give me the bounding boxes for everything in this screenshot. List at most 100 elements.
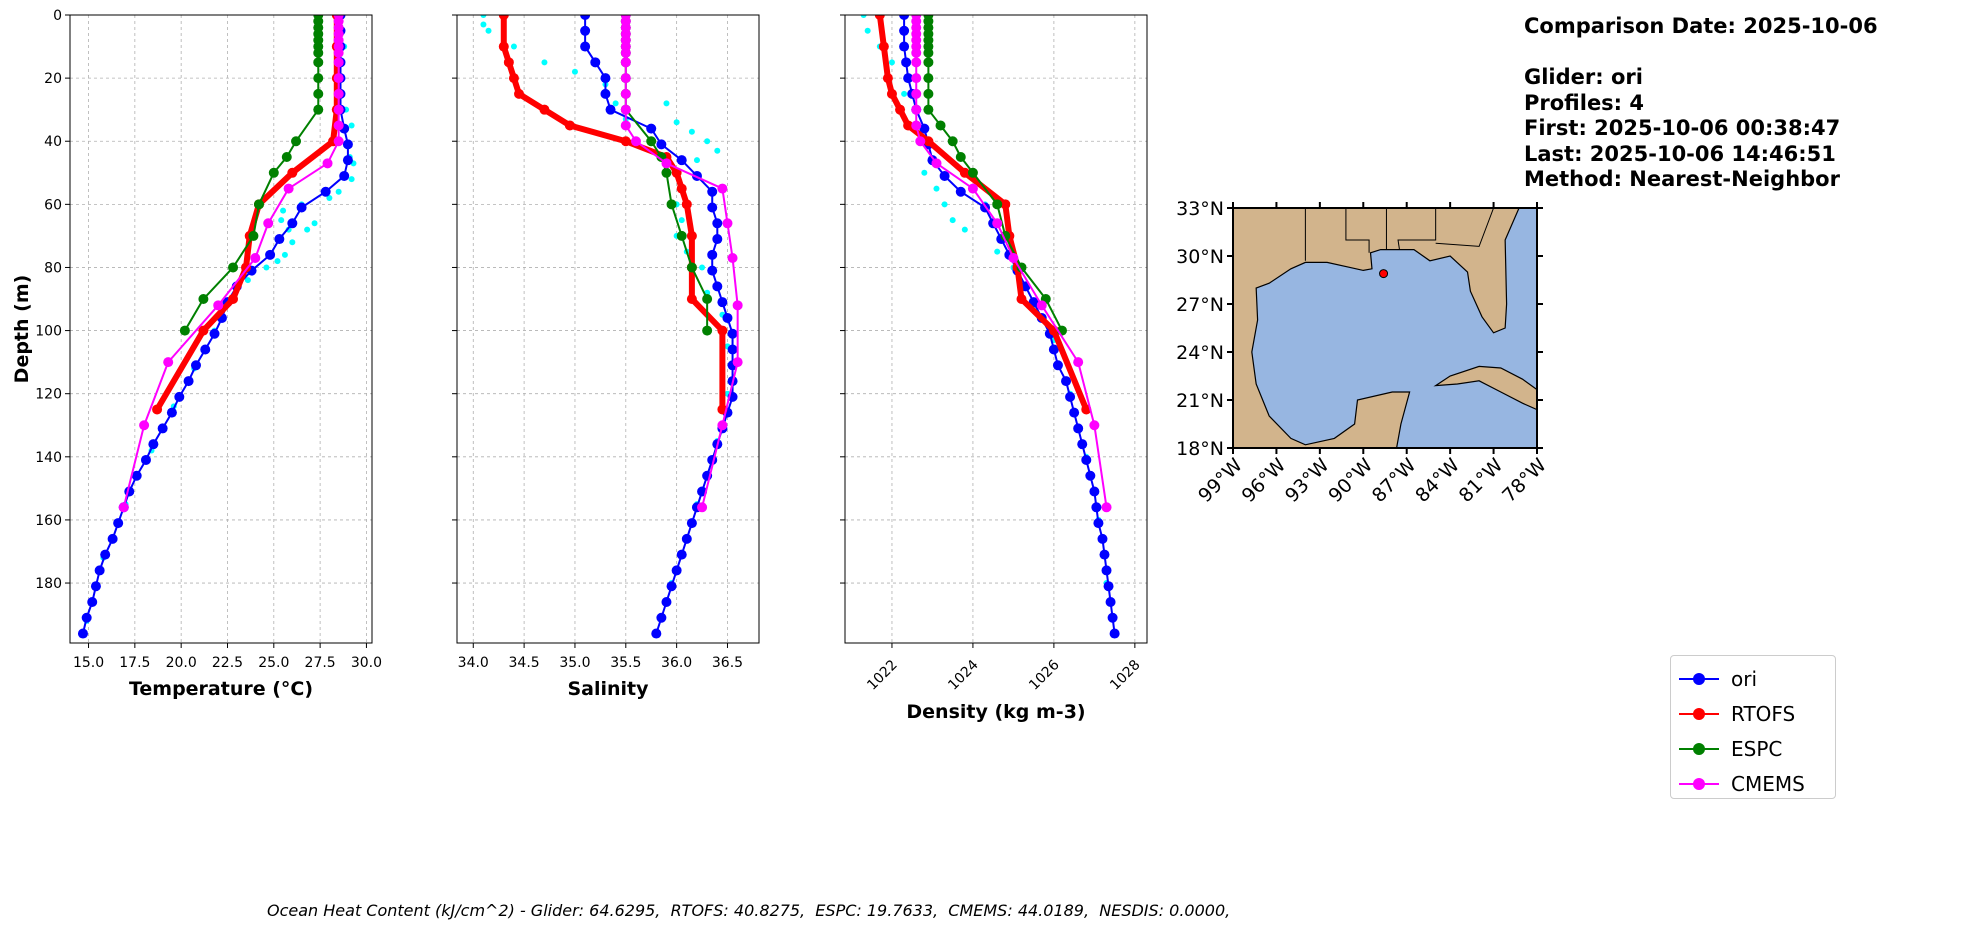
data-point-cmems bbox=[620, 88, 631, 99]
glider-raw-point bbox=[860, 15, 867, 18]
data-point-ori bbox=[899, 25, 910, 36]
glider-raw-point bbox=[949, 217, 956, 224]
data-point-cmems bbox=[118, 502, 129, 513]
data-point-ori bbox=[1073, 423, 1084, 434]
x-axis-label: Density (kg m-3) bbox=[906, 701, 1085, 723]
data-point-ori bbox=[1105, 596, 1116, 607]
glider-raw-point bbox=[280, 207, 287, 214]
data-point-ori bbox=[81, 612, 92, 623]
data-point-cmems bbox=[911, 73, 922, 84]
data-point-ori bbox=[320, 186, 331, 197]
data-point-ori bbox=[1052, 360, 1063, 371]
legend-item-rtofs: RTOFS bbox=[1679, 697, 1835, 730]
data-point-ori bbox=[651, 628, 662, 639]
info-panel: Comparison Date: 2025-10-06 Glider: ori … bbox=[1524, 14, 1878, 193]
data-point-cmems bbox=[283, 183, 294, 194]
data-point-ori bbox=[296, 202, 307, 213]
data-point-ori bbox=[707, 186, 718, 197]
map-lat-label: 18°N bbox=[1176, 438, 1224, 460]
data-point-ori bbox=[656, 139, 667, 150]
data-point-cmems bbox=[333, 104, 344, 115]
data-point-ori bbox=[148, 439, 159, 450]
glider-raw-point bbox=[348, 122, 355, 129]
data-point-rtofs bbox=[198, 325, 209, 336]
data-point-cmems bbox=[333, 73, 344, 84]
map-lon-label: 93°W bbox=[1281, 454, 1334, 507]
data-point-rtofs bbox=[886, 88, 897, 99]
data-point-ori bbox=[342, 155, 353, 166]
data-point-espc bbox=[923, 73, 934, 84]
x-tick-label: 36.0 bbox=[661, 655, 692, 671]
profile-count: Profiles: 4 bbox=[1524, 90, 1645, 115]
data-point-cmems bbox=[931, 158, 942, 169]
x-tick-label: 35.0 bbox=[559, 655, 590, 671]
data-point-espc bbox=[313, 47, 324, 58]
data-point-cmems bbox=[213, 300, 224, 311]
data-point-espc bbox=[967, 167, 978, 178]
legend: ori RTOFS ESPC CMEMS bbox=[1670, 655, 1836, 799]
series-line-cmems bbox=[624, 15, 739, 508]
data-point-cmems bbox=[717, 183, 728, 194]
map-lat-label: 27°N bbox=[1176, 294, 1224, 316]
data-point-espc bbox=[248, 230, 259, 241]
x-tick-label: 20.0 bbox=[166, 655, 197, 671]
data-point-ori bbox=[899, 15, 910, 20]
data-point-cmems bbox=[333, 136, 344, 147]
glider-raw-point bbox=[348, 176, 355, 183]
data-point-rtofs bbox=[508, 73, 519, 84]
method: Method: Nearest-Neighbor bbox=[1524, 167, 1840, 191]
plot-area bbox=[480, 15, 743, 639]
glider-raw-point bbox=[612, 100, 619, 107]
data-point-cmems bbox=[722, 218, 733, 229]
data-point-cmems bbox=[630, 136, 641, 147]
ocean-heat-content-footer: Ocean Heat Content (kJ/cm^2) - Glider: 6… bbox=[267, 901, 1231, 920]
glider-raw-point bbox=[263, 264, 270, 271]
data-point-rtofs bbox=[903, 120, 914, 131]
glider-raw-point bbox=[699, 264, 706, 271]
data-point-ori bbox=[190, 360, 201, 371]
state-border bbox=[1435, 208, 1495, 247]
map-lon-label: 87°W bbox=[1368, 454, 1421, 507]
legend-marker bbox=[1679, 707, 1719, 721]
data-point-ori bbox=[676, 155, 687, 166]
data-point-ori bbox=[339, 170, 350, 181]
data-point-ori bbox=[342, 139, 353, 150]
y-tick-label: 0 bbox=[53, 8, 62, 24]
data-point-cmems bbox=[333, 88, 344, 99]
map-lon-label: 81°W bbox=[1455, 454, 1508, 507]
data-point-ori bbox=[1101, 565, 1112, 576]
data-point-rtofs bbox=[1016, 294, 1027, 305]
data-point-espc bbox=[1016, 262, 1027, 273]
data-point-cmems bbox=[911, 47, 922, 58]
data-point-espc bbox=[935, 120, 946, 131]
map-lon-label: 99°W bbox=[1194, 454, 1247, 507]
data-point-ori bbox=[183, 376, 194, 387]
data-point-cmems bbox=[1089, 420, 1100, 431]
series-line-ori bbox=[584, 15, 734, 634]
glider-name: Glider: ori bbox=[1524, 65, 1643, 89]
comparison-date: Comparison Date: 2025-10-06 bbox=[1524, 14, 1878, 38]
data-point-ori bbox=[600, 73, 611, 84]
glider-raw-point bbox=[933, 185, 940, 192]
data-point-rtofs bbox=[241, 262, 252, 273]
data-point-cmems bbox=[1036, 300, 1047, 311]
data-point-espc bbox=[313, 73, 324, 84]
series-line-cmems bbox=[122, 15, 340, 508]
data-point-ori bbox=[87, 596, 98, 607]
data-point-ori bbox=[209, 328, 220, 339]
data-point-ori bbox=[580, 41, 591, 52]
data-point-ori bbox=[1093, 518, 1104, 529]
data-point-espc bbox=[281, 152, 292, 163]
glider-raw-point bbox=[941, 201, 948, 208]
x-tick-label: 35.5 bbox=[610, 655, 641, 671]
data-point-ori bbox=[939, 170, 950, 181]
map-lon-label: 78°W bbox=[1498, 454, 1551, 507]
data-point-cmems bbox=[620, 104, 631, 115]
data-point-ori bbox=[1103, 581, 1114, 592]
glider-raw-point bbox=[888, 59, 895, 66]
data-point-cmems bbox=[732, 357, 743, 368]
y-tick-label: 160 bbox=[35, 513, 62, 529]
x-tick-label: 27.5 bbox=[305, 655, 336, 671]
data-point-cmems bbox=[263, 218, 274, 229]
